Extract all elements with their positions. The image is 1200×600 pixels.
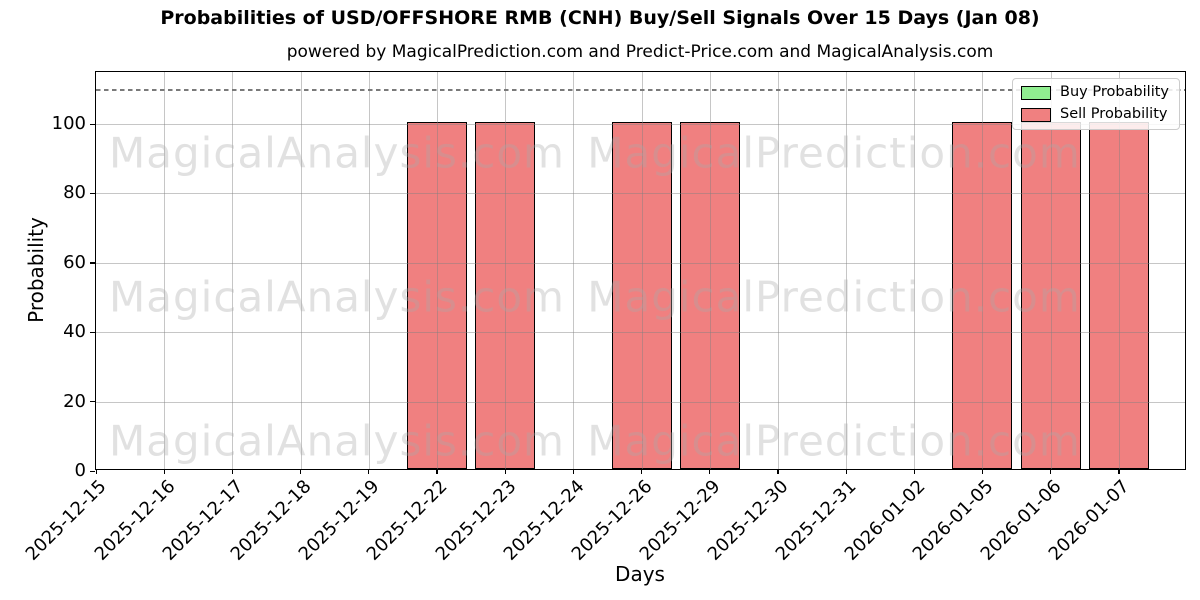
x-tick-mark — [981, 469, 984, 474]
buy-swatch-icon — [1021, 85, 1052, 100]
grid-line-v — [982, 72, 984, 469]
grid-line-v — [505, 72, 507, 469]
y-tick-label: 80 — [63, 182, 86, 204]
grid-line-v — [914, 72, 916, 469]
y-tick-mark — [89, 331, 95, 333]
grid-line-h — [96, 124, 1185, 126]
y-tick-label: 60 — [63, 251, 86, 273]
grid-line-v — [1118, 72, 1120, 469]
legend-label-buy: Buy Probability — [1060, 84, 1169, 100]
x-tick-mark — [845, 469, 847, 474]
x-tick-mark — [641, 469, 643, 474]
grid-line-v — [846, 72, 848, 469]
y-tick-label: 40 — [63, 321, 86, 343]
grid-line-h — [96, 193, 1185, 195]
x-tick-mark — [913, 469, 915, 474]
watermark-text: MagicalPrediction.com — [587, 272, 1081, 322]
grid-line-v — [1050, 72, 1052, 469]
bar-sell — [679, 122, 740, 469]
legend-item-sell: Sell Probability — [1021, 107, 1169, 122]
bar-sell — [406, 122, 467, 469]
watermark-text: MagicalAnalysis.com — [109, 272, 565, 322]
x-tick-mark — [231, 469, 234, 474]
x-axis-label: Days — [615, 562, 665, 586]
y-tick-mark — [89, 123, 95, 125]
chart-subtitle: powered by MagicalPrediction.com and Pre… — [286, 42, 994, 62]
x-tick-mark — [572, 469, 574, 474]
x-tick-mark — [777, 469, 779, 474]
watermark-text: MagicalPrediction.com — [587, 128, 1081, 178]
sell-swatch-icon — [1021, 107, 1052, 122]
x-tick-mark — [1050, 469, 1052, 474]
watermark-text: MagicalAnalysis.com — [109, 128, 565, 178]
y-tick-mark — [89, 470, 95, 472]
y-tick-mark — [89, 401, 95, 403]
grid-line-h — [96, 401, 1185, 403]
x-tick-mark — [368, 469, 370, 474]
grid-line-v — [300, 72, 302, 469]
x-tick-mark — [300, 469, 302, 474]
grid-line-v — [368, 72, 370, 469]
bar-sell — [952, 122, 1013, 469]
grid-line-v — [709, 72, 711, 469]
grid-line-v — [573, 72, 575, 469]
y-tick-mark — [89, 262, 95, 264]
x-tick-mark — [504, 469, 506, 474]
y-tick-label: 100 — [51, 113, 86, 135]
x-tick-mark — [95, 469, 97, 474]
chart-title: Probabilities of USD/OFFSHORE RMB (CNH) … — [160, 7, 1040, 29]
legend-label-sell: Sell Probability — [1060, 106, 1168, 122]
x-tick-mark — [436, 469, 438, 474]
grid-line-v — [436, 72, 438, 469]
watermark-text: MagicalAnalysis.com — [109, 416, 565, 466]
bar-sell — [1020, 122, 1081, 469]
y-tick-mark — [89, 192, 95, 195]
grid-line-v — [641, 72, 643, 469]
x-tick-mark — [163, 469, 165, 474]
legend-item-buy: Buy Probability — [1021, 85, 1169, 100]
bar-sell — [475, 122, 536, 469]
plot-area: Buy Probability Sell Probability Magical… — [22, 71, 1186, 565]
y-tick-label: 20 — [63, 390, 86, 412]
dashed-threshold-line — [96, 89, 1185, 91]
x-tick-mark — [1118, 469, 1120, 474]
grid-line-h — [96, 262, 1185, 264]
watermark-text: MagicalPrediction.com — [587, 416, 1081, 466]
bar-sell — [611, 122, 672, 469]
grid-line-h — [96, 332, 1185, 334]
grid-line-v — [232, 72, 234, 469]
grid-line-v — [777, 72, 779, 469]
x-tick-mark — [709, 469, 711, 474]
bar-sell — [1088, 122, 1149, 469]
y-tick-label: 0 — [74, 460, 86, 481]
grid-line-v — [164, 72, 166, 469]
legend: Buy Probability Sell Probability — [1012, 78, 1180, 130]
